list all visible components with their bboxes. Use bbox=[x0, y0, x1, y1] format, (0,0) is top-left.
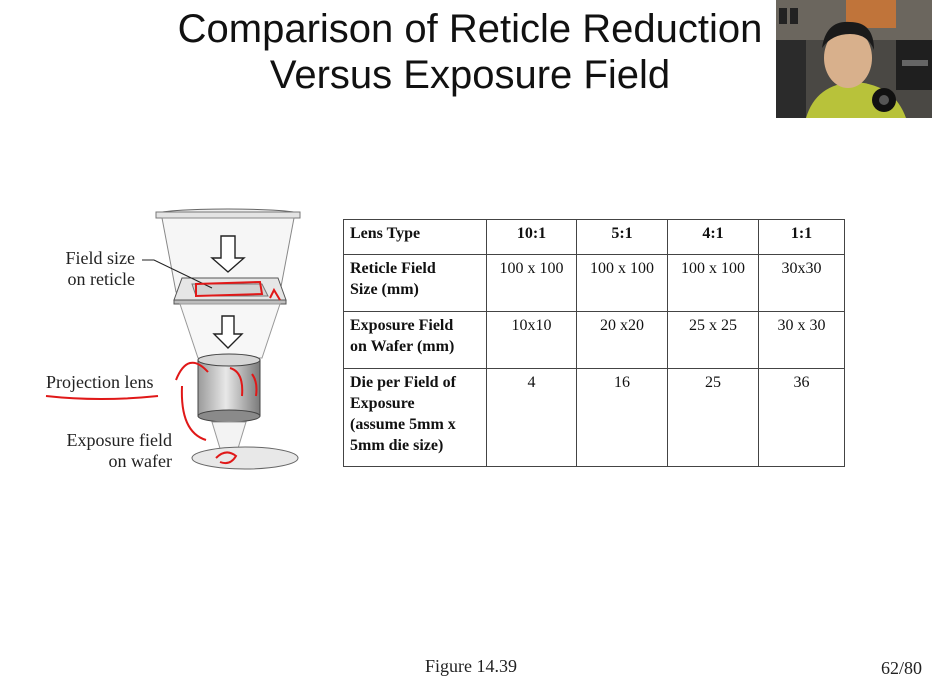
lens-comparison-table: Lens Type 10:1 5:1 4:1 1:1 Reticle Field… bbox=[343, 219, 845, 467]
column-header-1-1: 1:1 bbox=[758, 219, 845, 255]
table-row: Reticle Field Size (mm) 100 x 100 100 x … bbox=[343, 254, 845, 312]
figure-caption: Figure 14.39 bbox=[425, 656, 517, 676]
table-header-row: Lens Type 10:1 5:1 4:1 1:1 bbox=[343, 219, 845, 255]
slide-title-line-1: Comparison of Reticle Reduction bbox=[177, 7, 763, 51]
down-arrow-icon bbox=[210, 235, 246, 273]
label-field-size: Field size on reticle bbox=[65, 248, 136, 289]
table-cell: 30 x 30 bbox=[758, 311, 845, 369]
label-exposure-field: Exposure field on wafer bbox=[66, 430, 172, 471]
column-header-lens-type: Lens Type bbox=[343, 219, 487, 255]
projection-lens-body bbox=[197, 359, 261, 417]
column-header-10-1: 10:1 bbox=[486, 219, 577, 255]
table-cell: 10x10 bbox=[486, 311, 577, 369]
label-projection-lens: Projection lens bbox=[46, 372, 154, 392]
field-size-leader-line bbox=[142, 259, 213, 289]
table-cell: 100 x 100 bbox=[486, 254, 577, 312]
table-cell: 100 x 100 bbox=[576, 254, 668, 312]
table-row: Exposure Field on Wafer (mm) 10x10 20 x2… bbox=[343, 311, 845, 369]
row-header-reticle-field: Reticle Field Size (mm) bbox=[343, 254, 487, 312]
row-header-exposure-field: Exposure Field on Wafer (mm) bbox=[343, 311, 487, 369]
table-cell: 4 bbox=[486, 368, 577, 467]
table-row: Die per Field of Exposure (assume 5mm x … bbox=[343, 368, 845, 467]
column-header-4-1: 4:1 bbox=[667, 219, 759, 255]
table-cell: 16 bbox=[576, 368, 668, 467]
red-annotation-lens bbox=[229, 367, 244, 397]
hair-shape bbox=[822, 21, 874, 50]
slide-title: Comparison of Reticle Reduction Versus E… bbox=[140, 6, 800, 98]
projection-diagram-graphic bbox=[45, 208, 301, 470]
table-cell: 20 x20 bbox=[576, 311, 668, 369]
red-annotation-reticle bbox=[195, 280, 264, 298]
table-cell: 25 x 25 bbox=[667, 311, 759, 369]
down-arrow-icon bbox=[212, 315, 244, 349]
projection-diagram: Field size on reticle Projection lens Ex… bbox=[30, 200, 320, 490]
red-annotation-wafer bbox=[215, 451, 238, 465]
slide-title-line-2: Versus Exposure Field bbox=[269, 53, 671, 97]
column-header-5-1: 5:1 bbox=[576, 219, 668, 255]
table-cell: 25 bbox=[667, 368, 759, 467]
red-underline-projection-lens bbox=[45, 395, 159, 400]
table-cell: 100 x 100 bbox=[667, 254, 759, 312]
table-cell: 30x30 bbox=[758, 254, 845, 312]
page-number: 62/80 bbox=[880, 658, 922, 678]
row-header-die-per-field: Die per Field of Exposure (assume 5mm x … bbox=[343, 368, 487, 467]
table-cell: 36 bbox=[758, 368, 845, 467]
wafer-disc bbox=[191, 446, 299, 470]
face-shape bbox=[824, 28, 872, 88]
presenter-webcam bbox=[776, 0, 932, 118]
presenter-video-frame bbox=[776, 0, 932, 118]
